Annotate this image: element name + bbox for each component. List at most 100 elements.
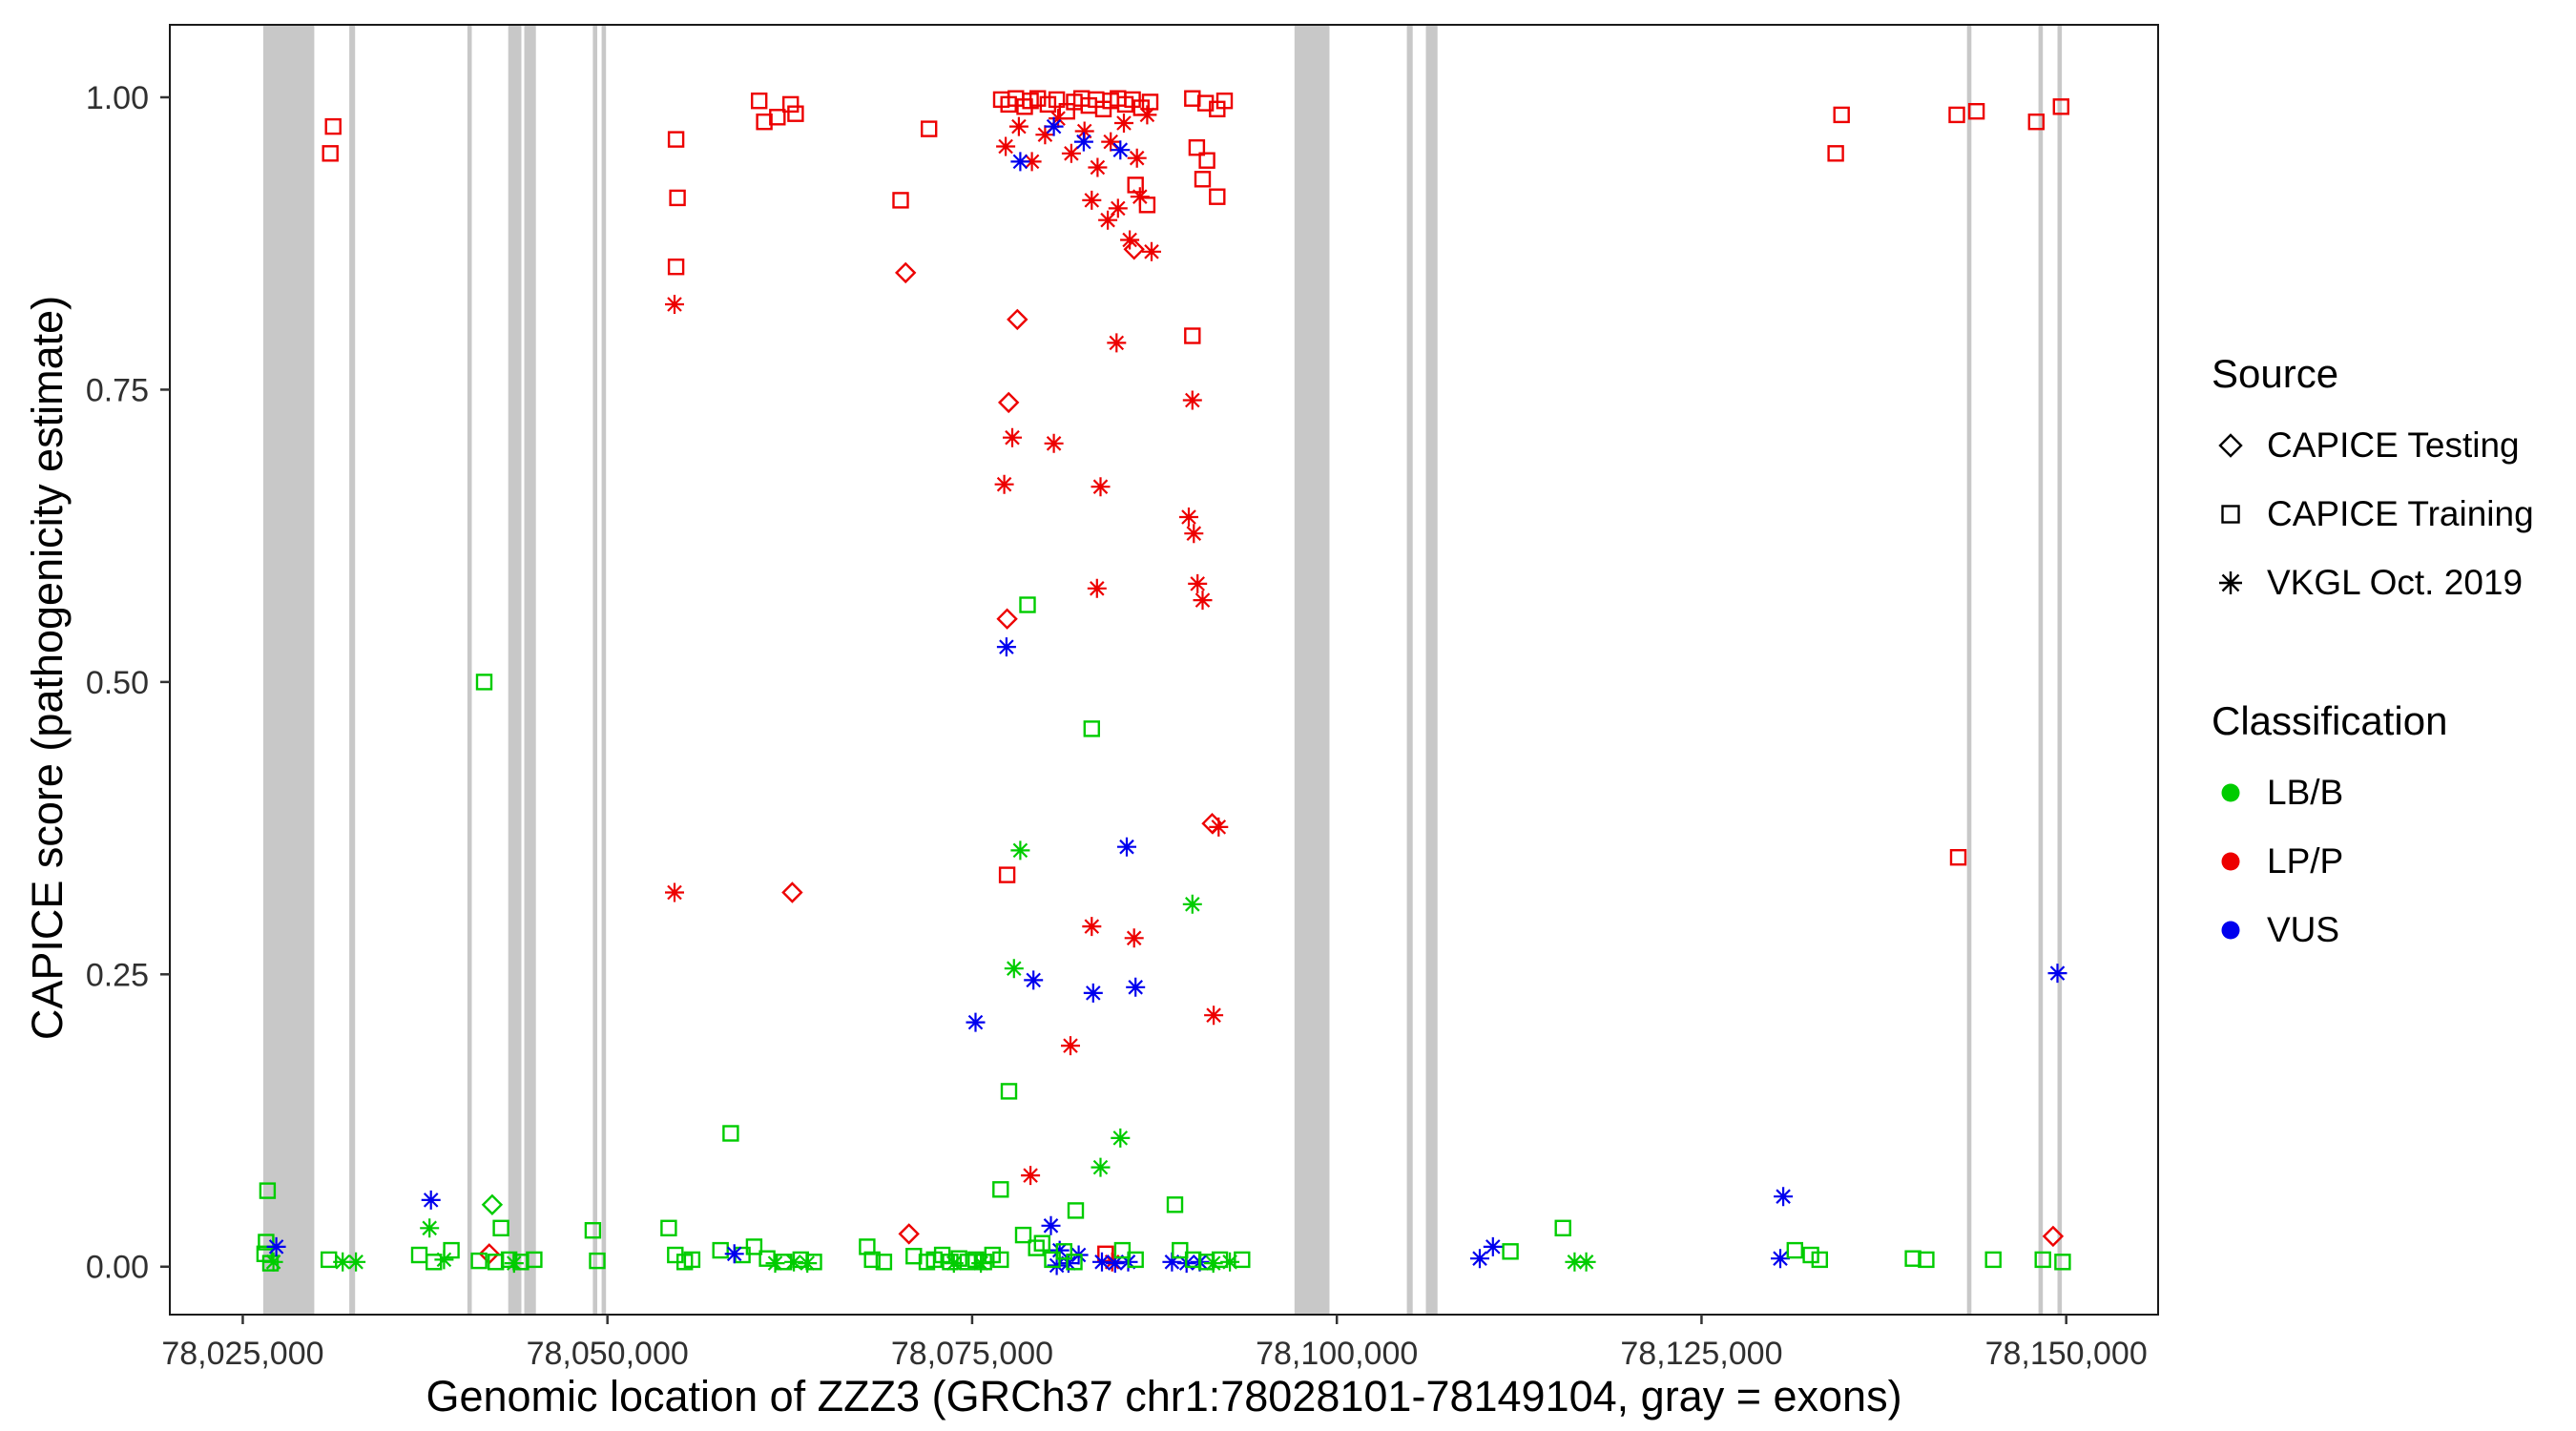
diamond-icon (2218, 433, 2243, 458)
data-point-square (1166, 1196, 1184, 1213)
legend-item-label: CAPICE Training (2267, 494, 2534, 533)
data-point-asterisk (1114, 114, 1133, 133)
data-point-square (1811, 1251, 1829, 1269)
data-point-square (1234, 1251, 1251, 1269)
legend-item-label: CAPICE Testing (2267, 425, 2520, 465)
data-point-asterisk (333, 1252, 353, 1272)
data-point-asterisk (1127, 148, 1147, 168)
data-point-asterisk (1565, 1252, 1585, 1272)
data-point-square (1198, 152, 1215, 169)
data-point-square (1967, 102, 1985, 120)
data-point-square (589, 1252, 606, 1270)
data-point-asterisk (1483, 1236, 1503, 1256)
exon-bands (262, 25, 2063, 1315)
data-point-square (1048, 91, 1066, 109)
x-tick-label: 78,075,000 (891, 1336, 1053, 1372)
data-point-square (410, 1246, 428, 1264)
data-point-asterisk (1073, 132, 1093, 152)
data-point-square (1802, 1246, 1819, 1264)
data-point-asterisk (1088, 157, 1108, 177)
x-axis-title: Genomic location of ZZZ3 (GRCh37 chr1:78… (426, 1372, 1902, 1421)
data-point-square (892, 192, 909, 209)
blue-dot-icon (2221, 921, 2240, 940)
data-point-asterisk (1182, 894, 1202, 914)
data-point-asterisk (1010, 152, 1030, 172)
data-point-asterisk (420, 1218, 440, 1238)
data-point-square (1554, 1219, 1571, 1237)
legend-gap (2212, 632, 2534, 698)
data-point-asterisk (1111, 140, 1131, 160)
data-point-asterisk (665, 882, 684, 902)
data-point-asterisk (994, 474, 1014, 494)
data-point-asterisk (1044, 433, 1064, 453)
data-point-square (259, 1182, 277, 1199)
legend-item-label: LB/B (2267, 773, 2344, 812)
data-point-square (1028, 90, 1047, 107)
data-point-square (1827, 145, 1844, 162)
data-point-square (998, 866, 1016, 883)
data-point-asterisk (1102, 1252, 1122, 1272)
data-point-asterisk (1049, 1240, 1070, 1260)
x-tick-label: 78,150,000 (1985, 1336, 2148, 1372)
data-point-square (1000, 1083, 1018, 1100)
data-point-diamond (996, 608, 1018, 630)
data-point-asterisk (1576, 1252, 1596, 1272)
data-point-asterisk (1126, 977, 1146, 997)
data-point-asterisk (1108, 198, 1128, 218)
data-point-square (992, 1181, 1009, 1198)
data-point-asterisk (765, 1254, 785, 1274)
data-point-asterisk (346, 1252, 366, 1272)
data-point-square (426, 1254, 443, 1271)
legend-source-title: Source (2212, 351, 2339, 396)
data-point-square (1184, 90, 1201, 107)
data-point-square (1194, 171, 1212, 188)
data-point-square (2027, 113, 2046, 131)
data-point-asterisk (784, 1252, 804, 1272)
data-point-square (1184, 327, 1201, 344)
exon-band (592, 25, 597, 1315)
y-tick-label: 0.00 (86, 1250, 149, 1286)
data-point-asterisk (1061, 1036, 1080, 1056)
exon-band (2057, 25, 2063, 1315)
y-tick-label: 1.00 (86, 80, 149, 116)
data-point-square (1113, 1241, 1132, 1259)
data-point-asterisk (1101, 132, 1121, 152)
data-point-asterisk (1074, 121, 1094, 141)
data-point-square (1949, 849, 1967, 866)
exon-band (349, 25, 356, 1315)
y-tick-label: 0.25 (86, 957, 149, 993)
exon-band (524, 25, 536, 1315)
data-point-asterisk (1203, 1254, 1223, 1274)
square-icon (2221, 505, 2240, 524)
data-point-asterisk (724, 1244, 744, 1264)
x-tick-label: 78,125,000 (1620, 1336, 1782, 1372)
data-point-asterisk (1058, 1254, 1078, 1274)
data-point-asterisk (1771, 1249, 1790, 1269)
data-point-asterisk (665, 295, 684, 314)
x-tick-label: 78,100,000 (1256, 1336, 1418, 1372)
data-point-diamond (998, 391, 1020, 414)
exon-band (508, 25, 522, 1315)
legend: Source CAPICE Testing CAPICE Training VK… (2212, 351, 2534, 979)
data-point-diamond (895, 261, 917, 284)
data-point-asterisk (1049, 109, 1069, 129)
data-point-asterisk (434, 1250, 454, 1270)
data-point-square (992, 1251, 1009, 1269)
data-point-asterisk (1193, 591, 1213, 611)
points (256, 90, 2071, 1275)
data-point-asterisk (504, 1254, 524, 1274)
data-point-square (745, 1238, 763, 1255)
data-point-asterisk (1082, 917, 1102, 937)
data-point-diamond (481, 1193, 504, 1215)
data-point-square (669, 189, 686, 207)
data-point-square (1127, 176, 1144, 194)
data-point-square (1984, 1251, 2002, 1269)
data-point-asterisk (1774, 1187, 1794, 1207)
data-point-square (875, 1254, 893, 1271)
data-point-square (1083, 720, 1101, 737)
panel-border (169, 24, 2159, 1316)
data-point-square (787, 105, 804, 122)
data-point-asterisk (1035, 125, 1055, 145)
green-dot-icon (2221, 783, 2240, 802)
data-point-square (756, 113, 773, 131)
